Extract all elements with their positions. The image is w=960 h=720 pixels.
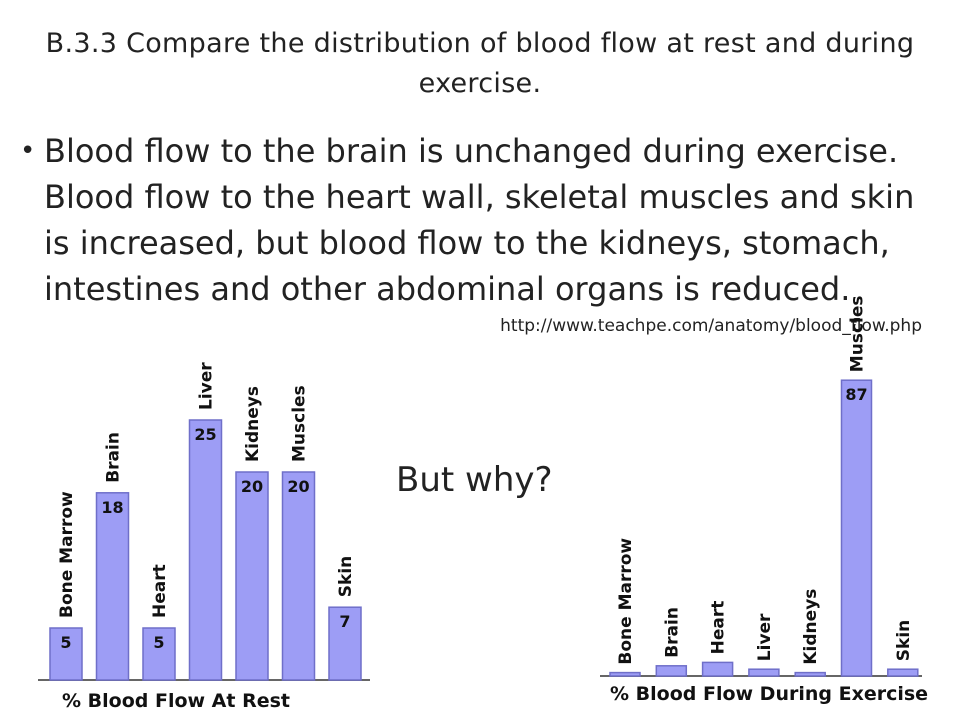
chart-exercise-bar-kidneys (794, 671, 826, 677)
chart-exercise-category-label-muscles: Muscles (848, 295, 868, 372)
chart-rest-category-label-heart: Heart (150, 564, 170, 618)
chart-exercise-category-label-bone-marrow: Bone Marrow (616, 538, 636, 665)
chart-exercise-bar-muscles (840, 379, 873, 677)
chart-rest-bar-muscles (281, 471, 316, 681)
chart-rest-bar-kidneys (235, 471, 269, 681)
bullet-text: Blood flow to the brain is unchanged dur… (44, 132, 915, 308)
chart-exercise-value-label-muscles: 87 (845, 385, 867, 404)
bullet-marker: • (20, 136, 36, 166)
chart-rest-value-label-heart: 5 (153, 633, 164, 652)
chart-exercise-bar-liver (748, 668, 780, 677)
chart-rest-value-label-liver: 25 (194, 425, 216, 444)
chart-rest-category-label-muscles: Muscles (290, 385, 310, 462)
chart-rest-value-label-kidneys: 20 (241, 477, 263, 496)
chart-rest-bar-heart (142, 627, 176, 681)
chart-rest-bar-liver (188, 419, 223, 681)
chart-exercise-category-label-liver: Liver (755, 613, 775, 661)
chart-rest-bar-brain (95, 492, 130, 681)
chart-rest-value-label-brain: 18 (101, 498, 123, 517)
question-text: But why? (396, 460, 553, 500)
chart-exercise-title: % Blood Flow During Exercise (610, 683, 928, 705)
chart-rest-title: % Blood Flow At Rest (62, 690, 290, 712)
chart-exercise-bar-brain (655, 665, 688, 677)
chart-rest-value-label-bone-marrow: 5 (60, 633, 71, 652)
chart-rest-bar-bone-marrow (49, 627, 83, 681)
chart-rest-category-label-liver: Liver (197, 362, 217, 410)
chart-rest-category-label-bone-marrow: Bone Marrow (57, 491, 77, 618)
chart-exercise-bar-skin (887, 668, 919, 677)
chart-exercise-category-label-skin: Skin (894, 620, 914, 661)
chart-exercise-category-label-heart: Heart (709, 601, 729, 655)
source-url: http://www.teachpe.com/anatomy/blood_flo… (500, 316, 922, 336)
chart-rest-value-label-skin: 7 (339, 612, 350, 631)
slide-title: B.3.3 Compare the distribution of blood … (45, 28, 915, 99)
bullet-point: • Blood flow to the brain is unchanged d… (20, 128, 940, 312)
chart-exercise-bar-heart (701, 661, 734, 677)
chart-exercise-category-label-brain: Brain (662, 607, 682, 658)
chart-rest-value-label-muscles: 20 (287, 477, 309, 496)
chart-rest-category-label-skin: Skin (336, 556, 356, 597)
chart-exercise-bar-bone-marrow (609, 671, 641, 677)
chart-exercise-category-label-kidneys: Kidneys (801, 589, 821, 665)
chart-rest-bar-skin (328, 606, 362, 681)
chart-rest-category-label-kidneys: Kidneys (243, 386, 263, 462)
chart-rest-category-label-brain: Brain (104, 432, 124, 483)
